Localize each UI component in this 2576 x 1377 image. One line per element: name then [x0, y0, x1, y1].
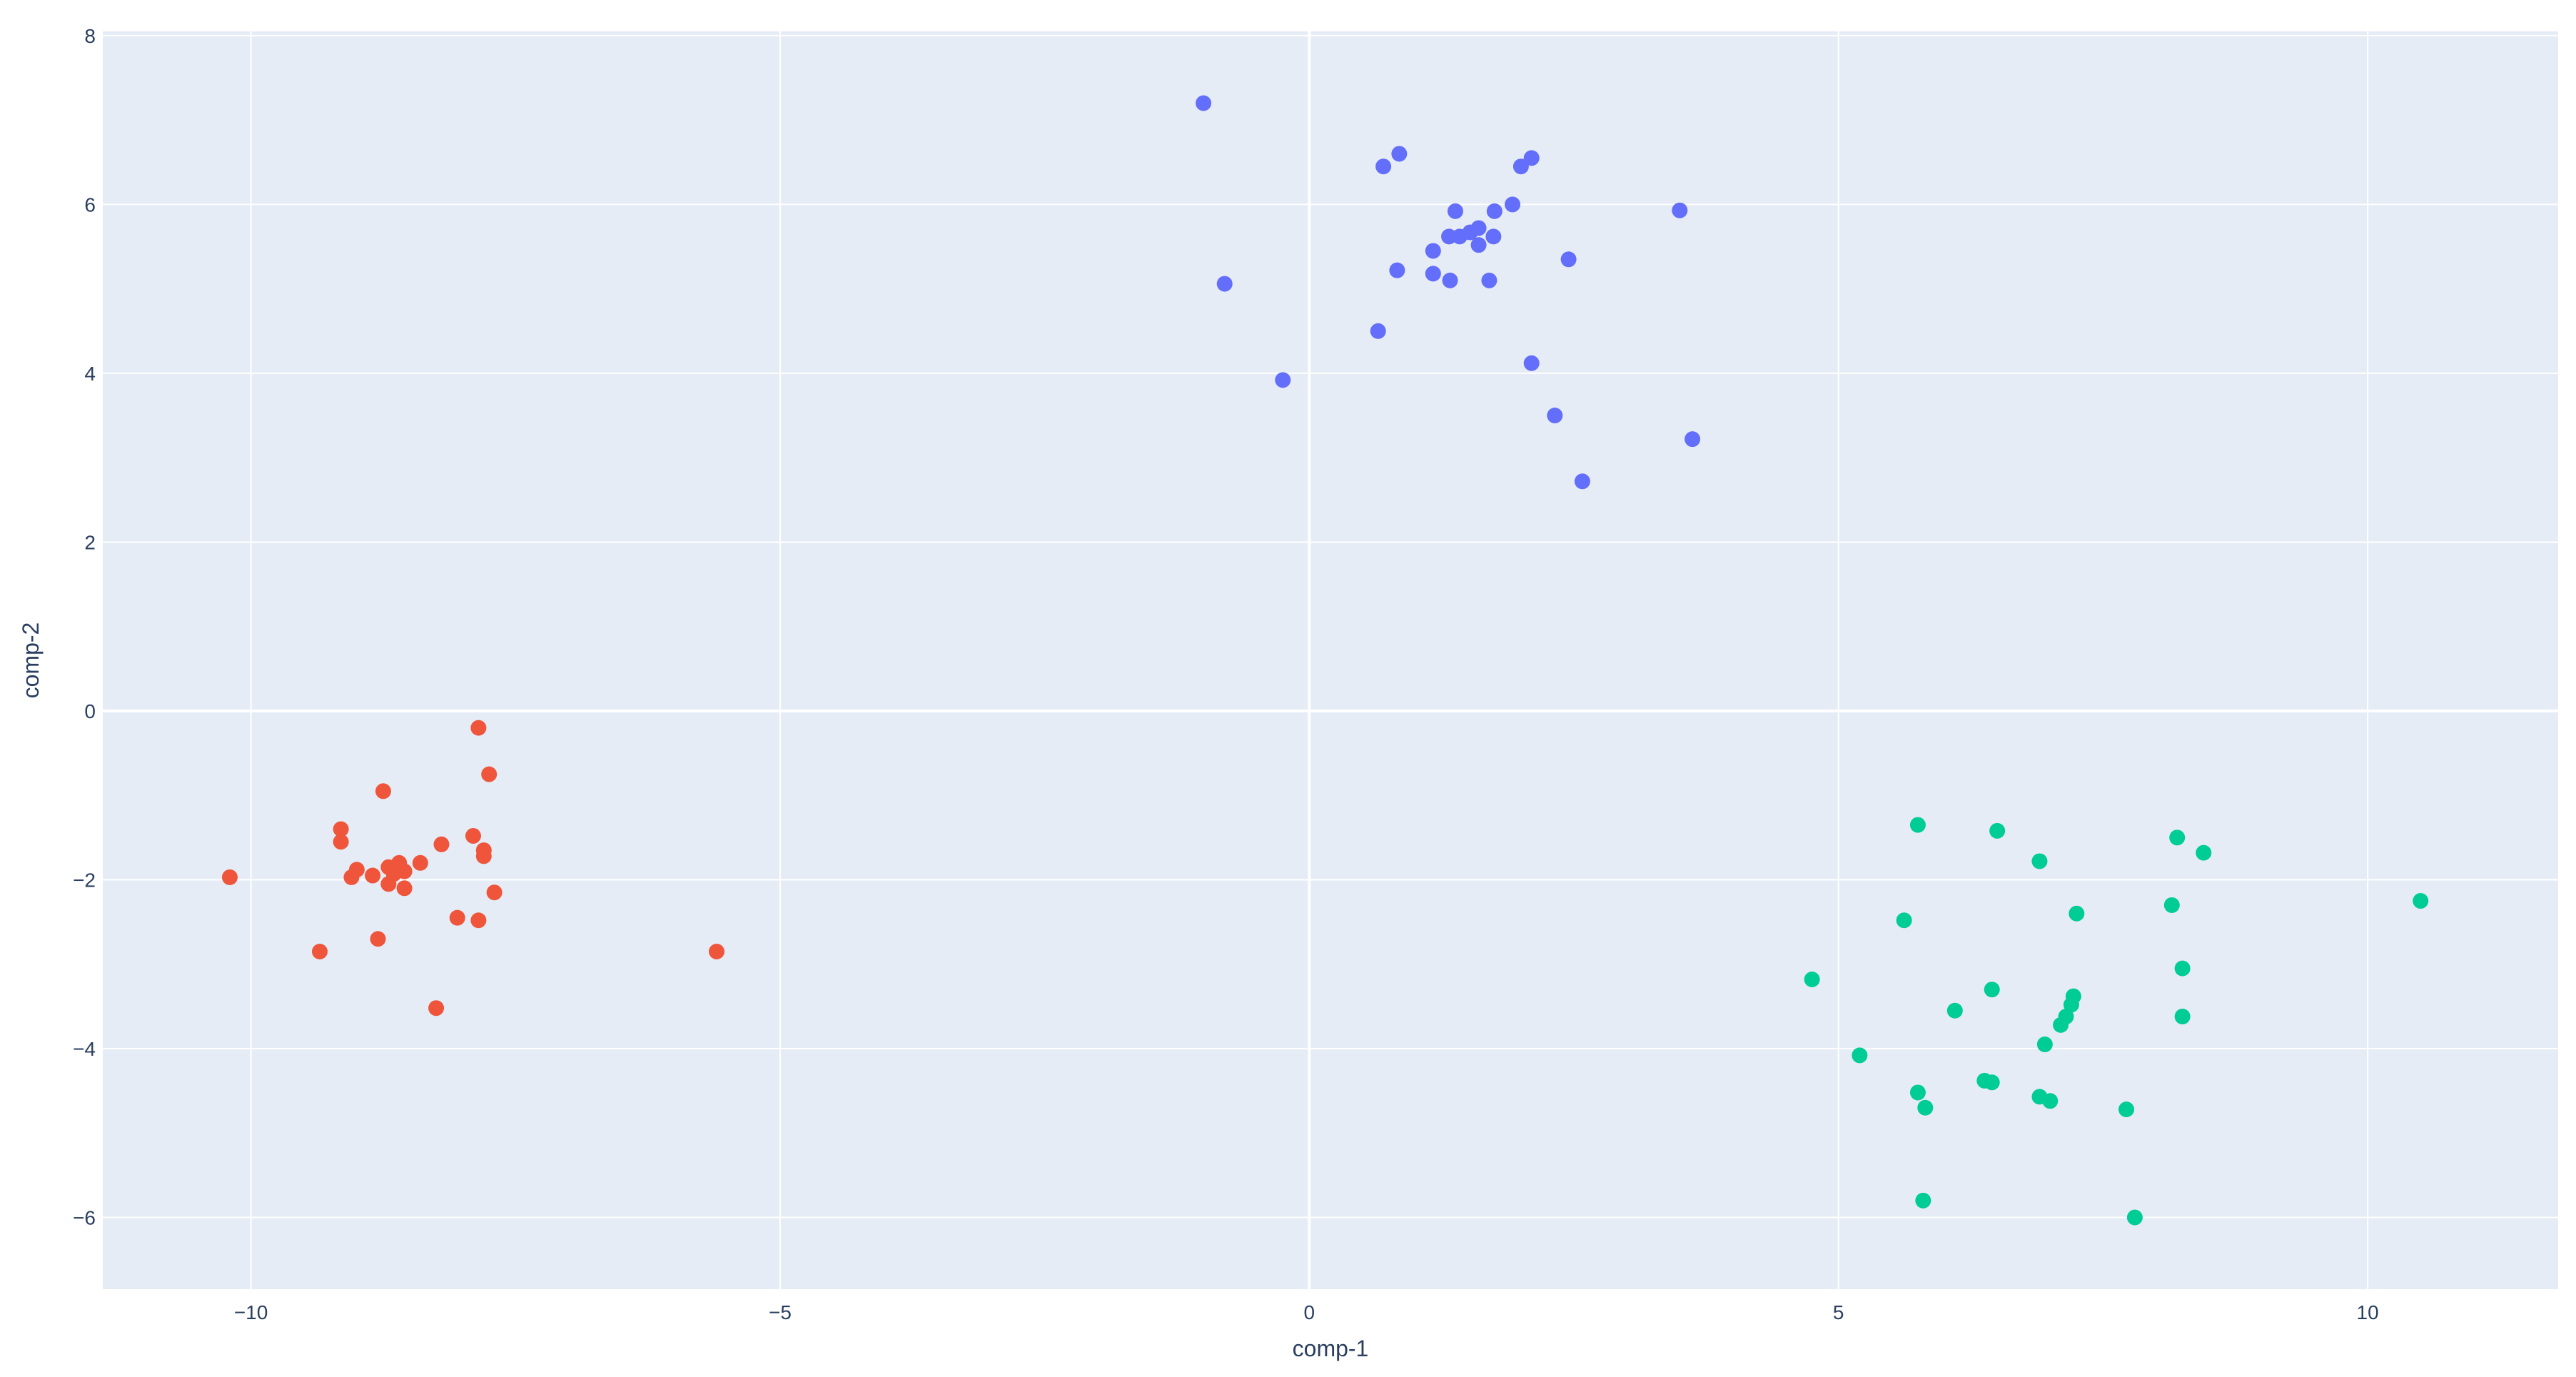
data-point	[475, 848, 492, 864]
data-point	[1447, 203, 1463, 219]
data-point	[1547, 408, 1563, 424]
data-point	[412, 854, 428, 871]
data-point	[1909, 1084, 1926, 1101]
data-point	[1512, 158, 1529, 175]
data-point	[1375, 158, 1392, 175]
x-axis-title: comp-1	[1293, 1336, 1369, 1361]
series-0	[1196, 95, 1701, 490]
data-point	[1560, 251, 1577, 268]
data-point	[1442, 272, 1458, 288]
data-point	[2174, 1009, 2191, 1025]
data-point	[1896, 912, 1912, 929]
plot-area	[103, 31, 2558, 1289]
x-tick-label: −10	[234, 1301, 268, 1323]
data-point	[1684, 431, 1701, 448]
data-point	[1275, 372, 1291, 388]
data-point	[1470, 220, 1487, 236]
data-point	[2042, 1093, 2059, 1109]
data-point	[2036, 1036, 2053, 1053]
data-point	[1804, 972, 1820, 988]
data-point	[2053, 1017, 2069, 1033]
data-point	[1984, 1074, 2000, 1091]
y-tick-label: 6	[84, 193, 96, 216]
data-point	[1946, 1002, 1963, 1019]
data-point	[470, 912, 487, 929]
data-point	[221, 869, 238, 885]
data-point	[2163, 897, 2180, 913]
data-point	[2169, 829, 2186, 846]
data-point	[343, 869, 360, 885]
data-point	[1481, 272, 1497, 288]
data-point	[1470, 237, 1487, 253]
y-tick-label: 4	[84, 363, 96, 385]
gridlines	[103, 31, 2558, 1289]
data-point	[1574, 473, 1590, 490]
data-point	[333, 821, 349, 837]
y-tick-label: −2	[73, 869, 96, 891]
data-point	[465, 827, 481, 844]
data-point	[311, 943, 328, 959]
data-point	[1909, 817, 1926, 833]
data-point	[433, 836, 450, 852]
data-point	[1485, 228, 1502, 245]
data-point	[1196, 95, 1212, 111]
data-point	[2196, 844, 2212, 861]
tick-labels: −10 −5 0 5 10 −6 −4 −2 0 2 4 6 8	[73, 25, 2379, 1323]
data-point	[481, 766, 497, 782]
data-point	[1425, 243, 1441, 259]
data-point	[2118, 1101, 2135, 1118]
data-points	[221, 95, 2429, 1226]
data-point	[1672, 202, 1688, 218]
data-point	[449, 909, 465, 926]
y-tick-label: 0	[84, 700, 96, 722]
data-point	[1915, 1192, 1931, 1209]
data-point	[380, 876, 397, 892]
data-point	[1523, 150, 1540, 166]
data-point	[428, 1000, 445, 1017]
data-point	[2413, 893, 2429, 909]
data-point	[1389, 262, 1405, 278]
x-tick-label: 5	[1833, 1301, 1844, 1323]
y-tick-label: −6	[73, 1206, 96, 1229]
x-tick-label: −5	[769, 1301, 792, 1323]
data-point	[2174, 960, 2191, 977]
data-point	[709, 943, 724, 959]
data-point	[396, 880, 413, 897]
series-2	[1804, 817, 2429, 1226]
data-point	[1984, 982, 2000, 998]
data-point	[370, 931, 386, 947]
data-point	[1852, 1047, 1868, 1064]
data-point	[1989, 822, 2006, 839]
series-1	[221, 720, 724, 1017]
data-point	[2126, 1209, 2143, 1226]
data-point	[2063, 997, 2079, 1013]
data-point	[2069, 905, 2085, 922]
data-point	[1486, 203, 1502, 219]
data-point	[1370, 323, 1386, 339]
data-point	[470, 720, 487, 736]
data-point	[1425, 266, 1441, 282]
data-point	[1216, 276, 1233, 292]
data-point	[1523, 355, 1540, 371]
x-tick-label: 0	[1304, 1301, 1315, 1323]
x-tick-label: 10	[2357, 1301, 2379, 1323]
data-point	[1505, 196, 1521, 213]
data-point	[1391, 146, 1408, 162]
data-point	[375, 783, 391, 800]
data-point	[333, 834, 349, 850]
y-tick-label: 8	[84, 25, 96, 47]
y-tick-label: −4	[73, 1038, 96, 1060]
y-axis-title: comp-2	[18, 622, 44, 699]
y-tick-label: 2	[84, 531, 96, 553]
data-point	[365, 867, 381, 884]
data-point	[1917, 1099, 1934, 1116]
data-point	[486, 884, 502, 901]
data-point	[2031, 853, 2048, 869]
